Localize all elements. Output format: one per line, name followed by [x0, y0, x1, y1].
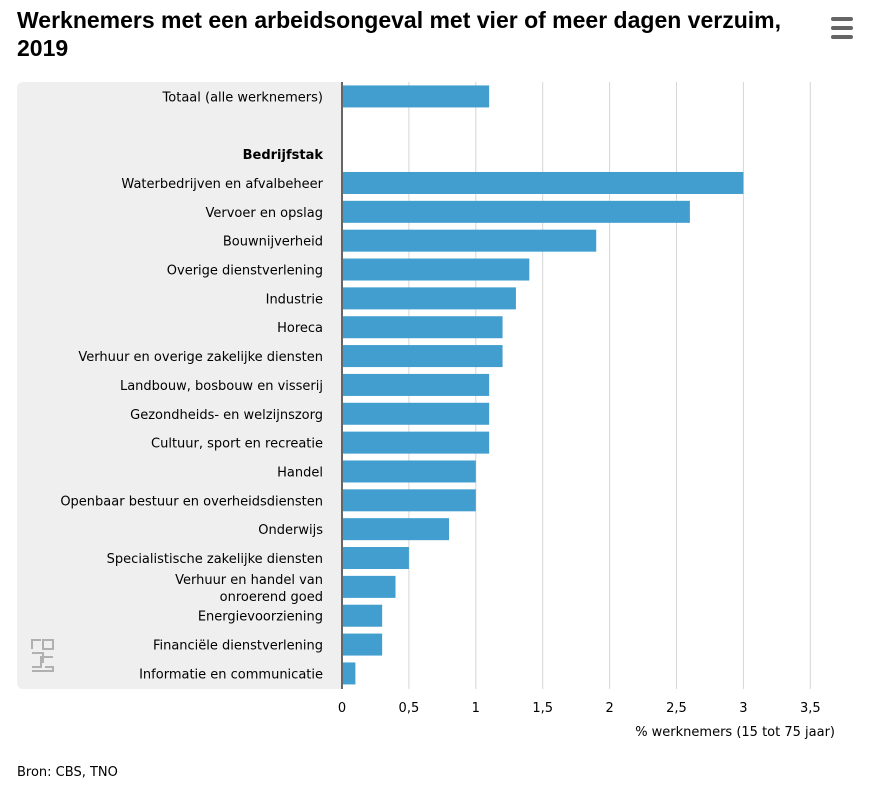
category-label: Financiële dienstverlening [153, 639, 323, 654]
bar [342, 633, 383, 656]
category-label: Verhuur en overige zakelijke diensten [78, 350, 323, 365]
bar [342, 171, 744, 194]
category-label: Openbaar bestuur en overheidsdiensten [60, 494, 323, 509]
category-label: Horeca [277, 321, 323, 336]
category-label: Landbouw, bosbouw en visserij [120, 379, 323, 394]
category-label: Handel [277, 465, 323, 480]
x-tick-label: 1 [472, 701, 480, 716]
bar [342, 431, 490, 454]
bar [342, 662, 356, 685]
x-tick-labels: 0 0,5 1 1,5 2 2,5 3 3,5 [338, 701, 821, 716]
hamburger-menu-icon[interactable] [826, 12, 858, 40]
x-tick-label: 3 [739, 701, 747, 716]
bar [342, 258, 530, 281]
bar [342, 575, 396, 598]
category-label: Waterbedrijven en afvalbeheer [121, 177, 323, 192]
x-tick-label: 0,5 [399, 701, 420, 716]
category-label: Vervoer en opslag [205, 206, 323, 221]
bar [342, 316, 503, 339]
chart-title: Werknemers met een arbeidsongeval met vi… [17, 7, 781, 61]
category-label: Energievoorziening [198, 610, 323, 625]
bar [342, 373, 490, 396]
category-label: Totaal (alle werknemers) [162, 90, 323, 105]
category-label: Industrie [266, 292, 323, 307]
bars [342, 85, 744, 685]
bar [342, 604, 383, 627]
x-tick-label: 3,5 [800, 701, 821, 716]
bar [342, 489, 476, 512]
bar [342, 200, 690, 223]
bar [342, 547, 409, 570]
x-axis-title: % werknemers (15 tot 75 jaar) [635, 725, 835, 740]
category-labels: Totaal (alle werknemers) Bedrijfstak Water… [60, 90, 323, 682]
category-label: Bedrijfstak [243, 148, 324, 163]
bar [342, 518, 450, 541]
cbs-logo-icon [31, 639, 54, 672]
category-label: Bouwnijverheid [223, 235, 323, 250]
category-label: Informatie en communicatie [139, 667, 323, 682]
source-note: Bron: CBS, TNO [17, 765, 118, 780]
bar [342, 85, 490, 108]
category-label: Verhuur en handel van onroerend goed [175, 573, 323, 605]
bar [342, 460, 476, 483]
category-label: Gezondheids- en welzijnszorg [130, 408, 323, 423]
category-label: Specialistische zakelijke diensten [107, 552, 323, 567]
bar [342, 229, 597, 252]
category-label: Onderwijs [258, 523, 323, 538]
x-tick-label: 0 [338, 701, 346, 716]
x-tick-label: 1,5 [532, 701, 553, 716]
category-label-panel [17, 82, 343, 689]
bar [342, 402, 490, 425]
bar [342, 287, 516, 310]
x-tick-label: 2 [605, 701, 613, 716]
x-tick-label: 2,5 [666, 701, 687, 716]
category-label: Cultuur, sport en recreatie [151, 437, 323, 452]
category-label: Overige dienstverlening [167, 264, 323, 279]
bar [342, 345, 503, 368]
